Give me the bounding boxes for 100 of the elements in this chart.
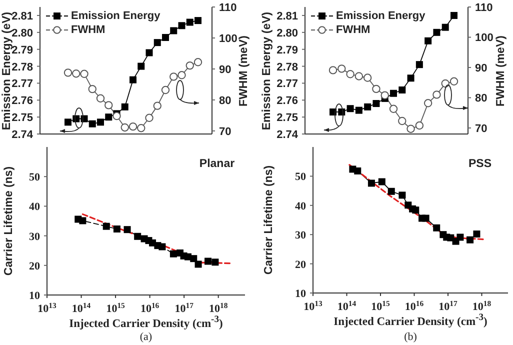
point [398, 116, 406, 126]
y-tick-label: 10 [29, 290, 40, 302]
y-tick-label: 2.80 [12, 27, 33, 40]
point [372, 84, 380, 94]
point [433, 28, 440, 36]
point [363, 74, 372, 82]
point [121, 103, 128, 110]
y-axis-title: Carrier Lifetime (ns) [263, 165, 275, 275]
point [161, 86, 170, 94]
point [450, 77, 458, 86]
y-tick-label: 10 [295, 288, 306, 300]
y-tick-label: 2.79 [12, 44, 33, 56]
point [120, 123, 129, 132]
point [88, 84, 96, 94]
point [389, 104, 398, 113]
point [338, 64, 346, 73]
point [380, 91, 389, 100]
y2-axis-title: FWHM (meV) [495, 35, 507, 106]
point [186, 18, 194, 26]
point [97, 118, 104, 126]
point [162, 34, 169, 41]
y-tick-label: 2.76 [276, 95, 298, 108]
point [105, 114, 112, 121]
point [442, 24, 449, 31]
point [364, 103, 372, 110]
y-axis-title: Carrier Lifetime (ns) [3, 166, 15, 276]
y-tick-label: 2.78 [12, 61, 33, 74]
y-tick-label: 2.75 [12, 112, 33, 124]
point [88, 120, 96, 128]
point [355, 106, 362, 114]
y-tick-label: 50 [29, 172, 40, 184]
x-tick-label: 10$^{16}$ [404, 298, 424, 313]
y-tick-label: 2.81 [276, 10, 298, 22]
x-tick-label: 10$^{17}$ [174, 300, 194, 315]
point [432, 90, 441, 99]
point [407, 74, 414, 82]
point [390, 90, 397, 97]
point [415, 121, 424, 130]
point [346, 105, 354, 112]
point [146, 49, 153, 56]
y-tick-label: 2.74 [12, 129, 34, 141]
x-tick-label: 10$^{18}$ [472, 298, 492, 313]
point [170, 72, 178, 81]
point [154, 39, 161, 46]
x-axis-title: Injected Carrier Density (cm$^{-3}$) [334, 312, 488, 328]
point [137, 124, 146, 132]
legend-label: Emission Energy [336, 9, 426, 23]
point [178, 22, 186, 30]
point [72, 70, 80, 78]
point [441, 79, 450, 88]
point [406, 124, 415, 133]
point [130, 76, 136, 84]
y2-tick-label: 80 [219, 94, 232, 107]
x-tick-label: 10$^{17}$ [438, 298, 458, 313]
point [424, 99, 432, 108]
x-tick-label: 10$^{15}$ [371, 298, 390, 313]
y2-tick-label: 100 [475, 32, 494, 44]
y2-tick-label: 90 [219, 64, 232, 76]
point [104, 101, 113, 110]
x-tick-label: 10$^{14}$ [337, 298, 356, 313]
legend-label: FWHM [336, 23, 370, 37]
y-tick-label: 2.77 [276, 78, 298, 90]
y-tick-label: 40 [295, 200, 306, 212]
y-tick-label: 2.79 [276, 44, 298, 56]
y2-tick-label: 110 [475, 2, 493, 14]
point [64, 68, 72, 77]
y2-axis-title: FWHM (meV) [238, 35, 250, 106]
point [112, 112, 121, 120]
y-tick-label: 40 [29, 201, 40, 214]
point [398, 86, 406, 94]
y2-tick-label: 90 [475, 62, 488, 74]
text: (a) [140, 331, 152, 343]
x-tick-label: 10$^{13}$ [304, 298, 322, 313]
y2-tick-label: 80 [475, 92, 488, 105]
legend-label: Emission Energy [71, 9, 160, 23]
point [80, 70, 88, 78]
x-tick-label: 10$^{15}$ [106, 300, 126, 315]
y-tick-label: 2.75 [276, 112, 298, 124]
point [153, 102, 162, 110]
point [416, 61, 423, 68]
point [128, 122, 138, 131]
x-tick-label: 10$^{18}$ [208, 300, 228, 315]
point [354, 72, 364, 80]
y-tick-label: 2.81 [12, 10, 33, 22]
point [450, 12, 458, 19]
y2-tick-label: 110 [219, 2, 237, 14]
x-axis-title: Injected Carrier Density (cm$^{-3}$) [69, 314, 223, 330]
point [186, 61, 194, 70]
y-tick-label: 30 [295, 230, 306, 242]
point [372, 100, 380, 108]
y-axis-title: Emission Energy (eV) [1, 11, 13, 130]
point [138, 62, 145, 70]
y-tick-label: 2.78 [276, 61, 298, 74]
y-tick-label: 2.74 [276, 129, 299, 141]
point [96, 94, 105, 102]
y-tick-label: 20 [295, 258, 306, 271]
y-tick-label: 2.77 [12, 78, 33, 90]
y-tick-label: 2.76 [12, 95, 33, 108]
y-tick-label: 30 [29, 230, 40, 243]
point [328, 66, 338, 74]
